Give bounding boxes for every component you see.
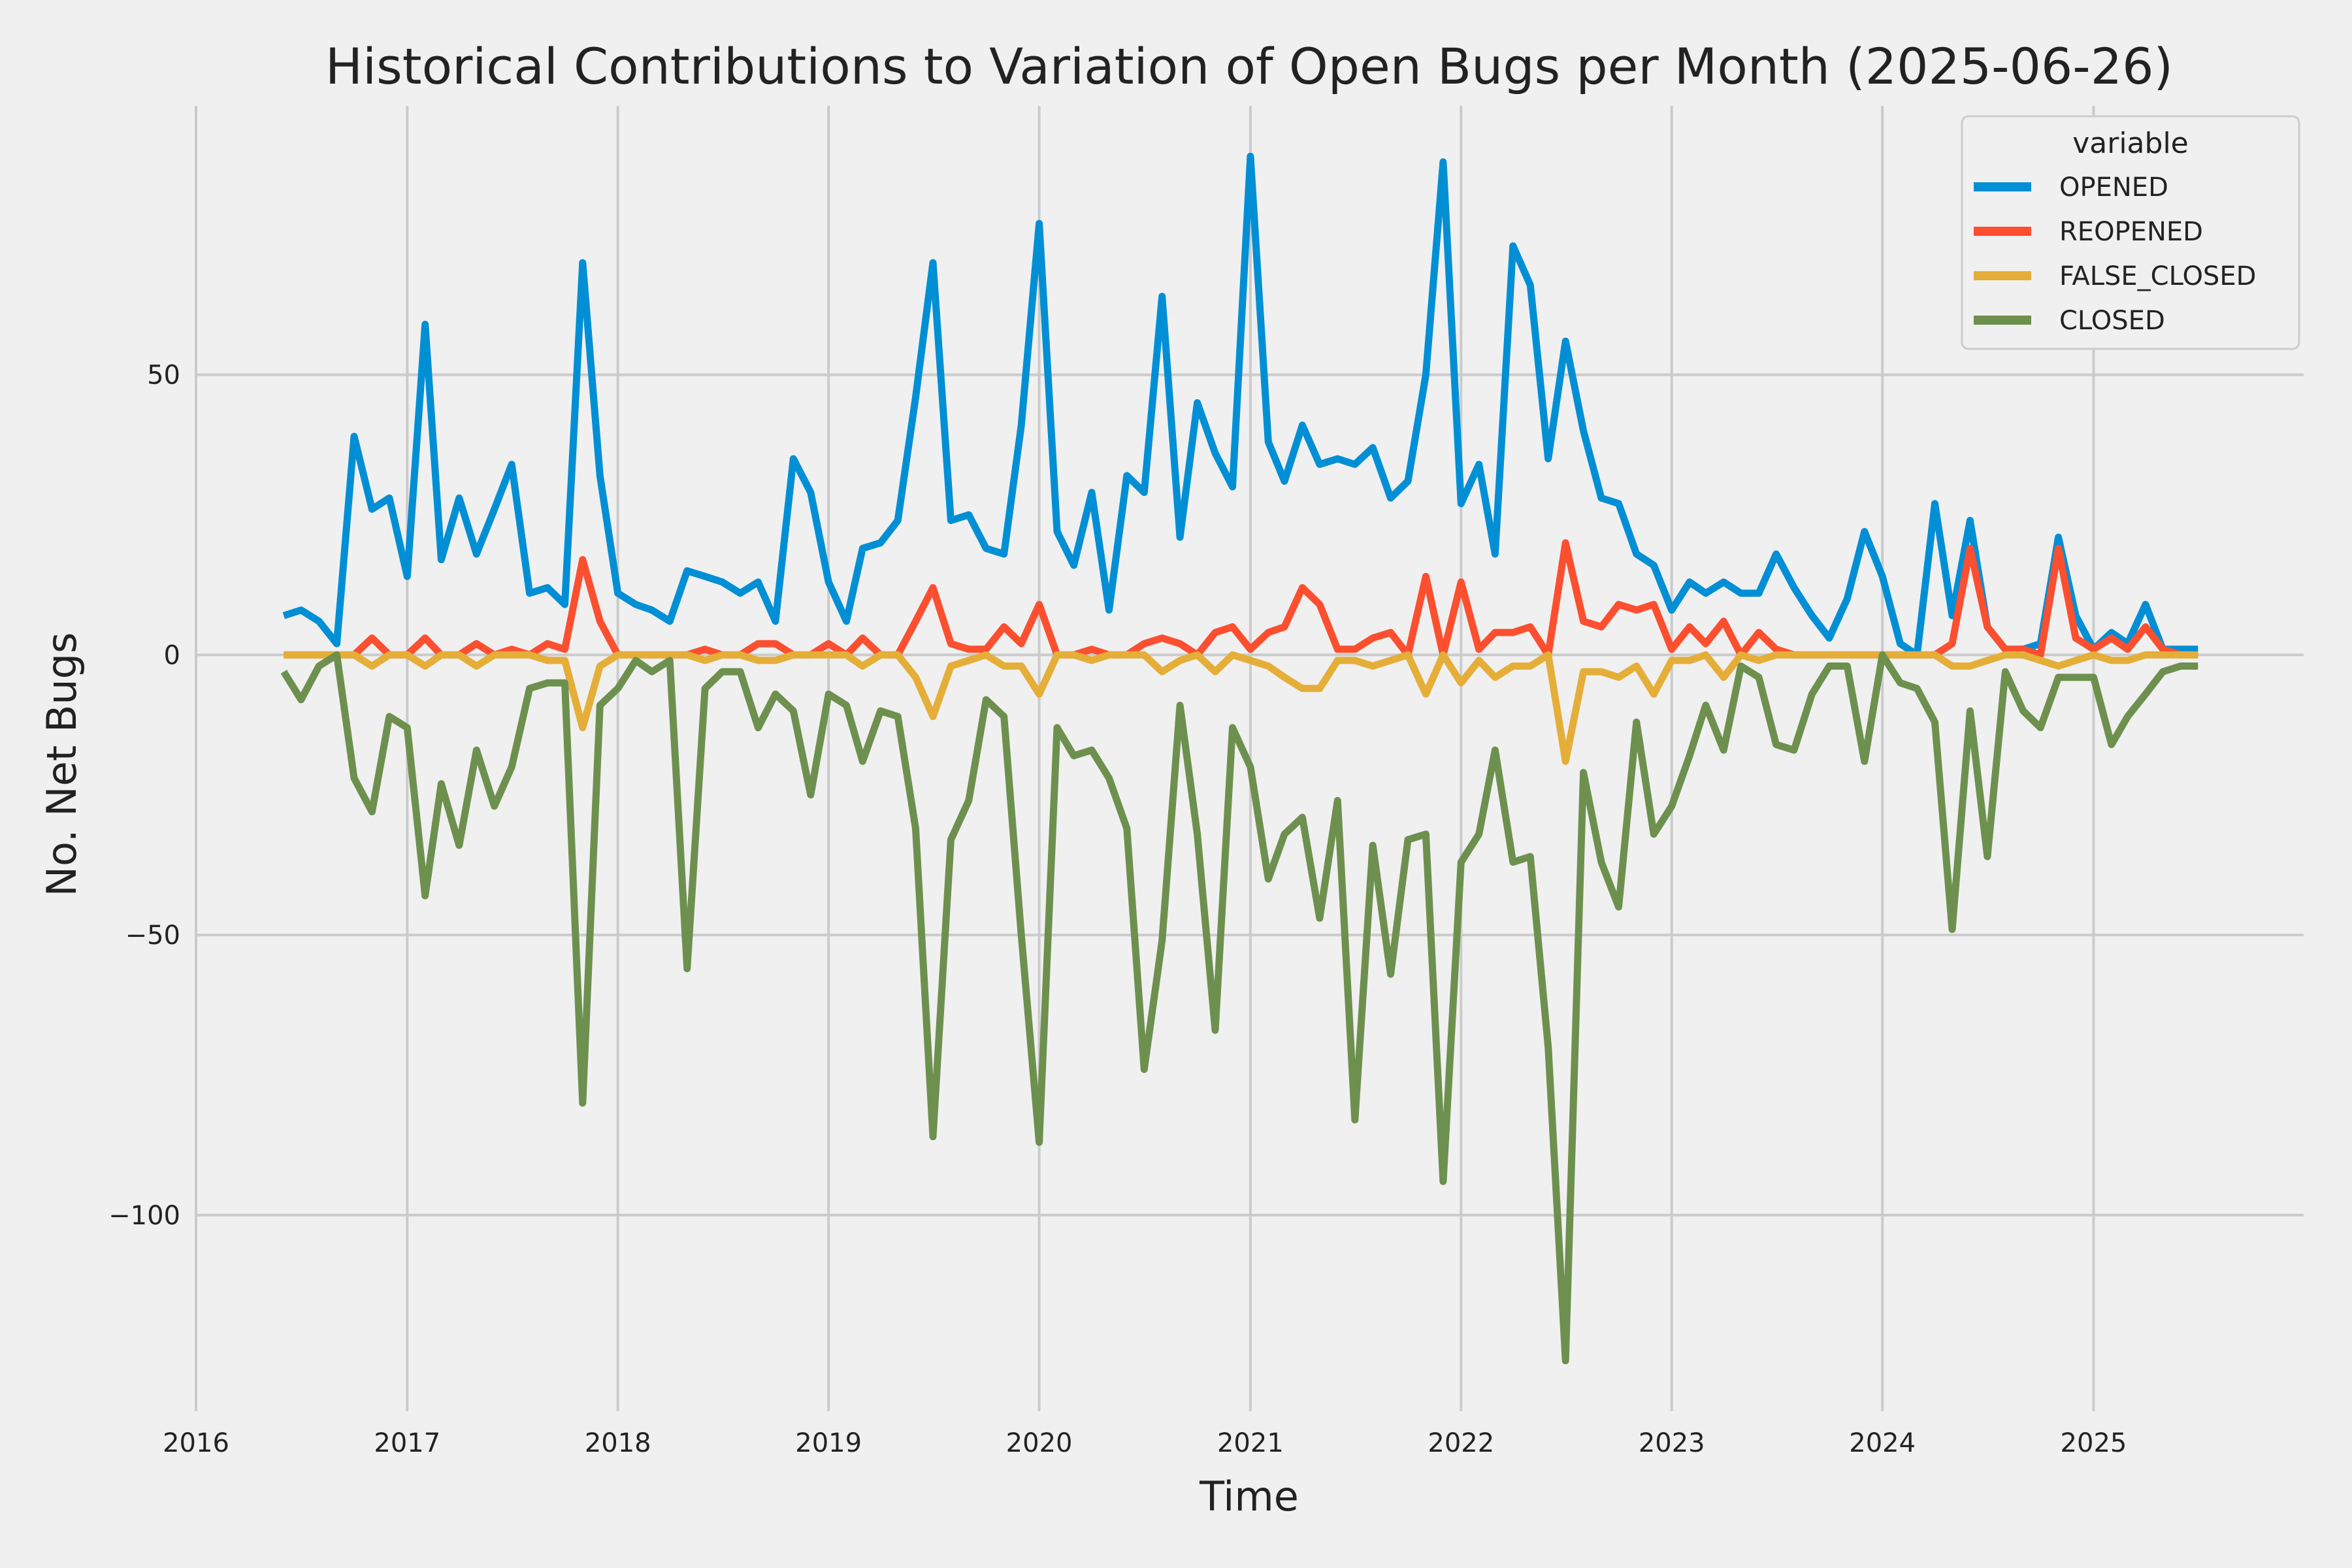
x-tick-label: 2016 — [163, 1428, 229, 1458]
legend-label-reopened: REOPENED — [2059, 217, 2203, 247]
legend-items: OPENED REOPENED FALSE_CLOSED CLOSED — [1974, 172, 2256, 336]
x-tick-label: 2023 — [1639, 1428, 1705, 1458]
y-tick-label: 50 — [147, 361, 180, 391]
x-axis-label: Time — [1199, 1473, 1299, 1520]
y-axis-label: No. Net Bugs — [38, 632, 86, 897]
legend-title: variable — [2072, 127, 2189, 160]
legend: variable OPENED REOPENED FALSE_CLOSED CLOSE… — [1961, 115, 2300, 350]
x-tick-label: 2018 — [585, 1428, 651, 1458]
x-tick-label: 2022 — [1428, 1428, 1494, 1458]
legend-label-opened: OPENED — [2059, 172, 2168, 203]
x-tick-label: 2021 — [1217, 1428, 1284, 1458]
y-tick-label: −100 — [108, 1201, 180, 1231]
tick-labels: 2016 2017 2018 2019 2020 2021 2022 2023 2024 2025… — [108, 361, 2127, 1458]
series-lines — [280, 152, 2198, 1365]
x-tick-label: 2019 — [795, 1428, 862, 1458]
series-line-closed — [280, 651, 2198, 1365]
x-tick-label: 2020 — [1006, 1428, 1073, 1458]
grid-lines — [195, 106, 2304, 1411]
y-tick-label: −50 — [125, 921, 180, 951]
x-tick-label: 2025 — [2061, 1428, 2127, 1458]
x-tick-label: 2024 — [1849, 1428, 1916, 1458]
chart-title: Historical Contributions to Variation of… — [325, 37, 2173, 95]
legend-box — [1961, 115, 2300, 350]
y-tick-label: 0 — [164, 640, 180, 670]
legend-label-closed: CLOSED — [2059, 306, 2165, 336]
x-tick-label: 2017 — [374, 1428, 440, 1458]
series-line-opened — [282, 152, 2198, 659]
legend-label-false-closed: FALSE_CLOSED — [2059, 261, 2256, 291]
